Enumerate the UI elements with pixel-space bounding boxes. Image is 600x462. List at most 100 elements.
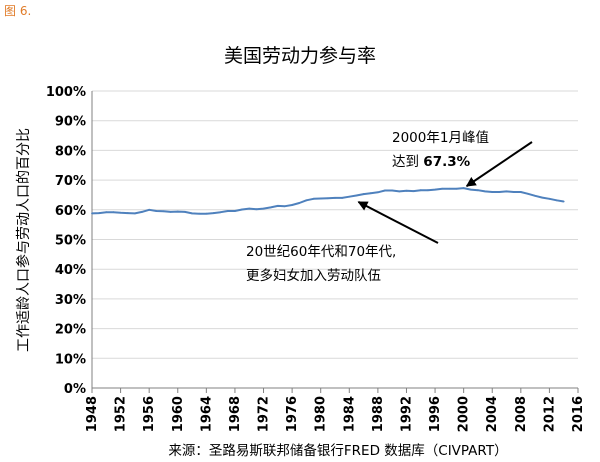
data-point [369, 192, 372, 195]
data-point [477, 189, 479, 192]
figure-label: 图 6. [4, 4, 32, 18]
annotation-peak-line1: 2000年1月峰值 [392, 130, 489, 146]
x-tick-label: 2012 [542, 396, 557, 432]
annotation-women-arrow [357, 201, 439, 244]
y-tick-label: 90% [55, 115, 86, 130]
annotation-peak-line2: 达到 67.3% [392, 154, 471, 170]
data-point [519, 191, 522, 193]
data-point [505, 190, 508, 193]
y-tick-label: 60% [55, 204, 86, 219]
y-tick-label: 50% [55, 234, 86, 249]
x-tick-label: 1980 [314, 396, 329, 432]
data-point [512, 191, 515, 193]
data-point [212, 212, 215, 214]
data-point [298, 202, 301, 204]
data-point [498, 191, 501, 193]
data-point [169, 210, 172, 213]
chart-title: 美国劳动力参与率 [224, 45, 376, 67]
data-point [398, 190, 401, 193]
data-point [133, 212, 136, 215]
x-tick-label: 2000 [457, 396, 472, 432]
data-point [548, 197, 551, 200]
data-point [348, 195, 351, 198]
data-point [248, 207, 251, 210]
data-point [126, 212, 129, 214]
y-tick-label: 100% [46, 85, 86, 100]
data-point [534, 194, 537, 197]
data-point [276, 205, 279, 207]
y-tick-label: 40% [55, 263, 86, 278]
data-point [119, 211, 122, 214]
annotation-peak-value: 67.3% [423, 154, 470, 170]
data-point [305, 199, 308, 202]
data-point [269, 206, 272, 209]
data-point [412, 190, 415, 192]
x-tick-label: 2004 [485, 396, 500, 432]
data-point [312, 197, 315, 200]
data-point [469, 188, 472, 191]
data-point [341, 197, 344, 199]
data-point [441, 187, 444, 190]
y-axis-label: 工作适龄人口参与劳动人口的百分比 [15, 128, 32, 352]
data-point [448, 187, 451, 190]
data-point [219, 211, 222, 214]
data-point [198, 212, 201, 215]
data-point [112, 211, 115, 214]
data-point [319, 197, 322, 200]
data-point [562, 200, 565, 203]
annotation-women-line1: 20世纪60年代和70年代, [246, 244, 396, 260]
data-point [427, 189, 429, 192]
data-point [334, 197, 336, 199]
data-point [484, 190, 486, 193]
x-tick-label: 1960 [171, 396, 186, 432]
x-tick-label: 2008 [514, 396, 529, 432]
data-point [434, 188, 436, 191]
data-point [191, 212, 193, 215]
x-tick-label: 1988 [371, 396, 386, 432]
x-tick-label: 1984 [342, 396, 357, 432]
data-point [284, 205, 286, 208]
data-point [155, 210, 158, 212]
y-tick-label: 70% [55, 174, 86, 189]
x-tick-label: 1964 [199, 396, 214, 432]
data-point [405, 189, 408, 192]
data-point [98, 212, 101, 214]
x-tick-label: 2016 [571, 396, 586, 432]
x-tick-label: 1972 [257, 396, 272, 432]
y-tick-label: 80% [55, 144, 86, 159]
x-tick-label: 1976 [285, 396, 300, 432]
data-point [491, 191, 494, 193]
data-point [384, 189, 386, 192]
data-point [355, 194, 358, 197]
data-point [362, 193, 365, 195]
data-point [226, 210, 229, 212]
data-point [241, 208, 243, 211]
data-point [326, 197, 329, 200]
data-point [234, 210, 236, 212]
y-tick-label: 10% [55, 352, 86, 367]
data-point [162, 210, 165, 213]
data-point [527, 192, 529, 195]
data-point [555, 199, 558, 202]
data-point [205, 212, 208, 215]
annotation-women-line2: 更多妇女加入劳动队伍 [246, 267, 381, 284]
data-point [262, 207, 265, 210]
data-point [419, 189, 422, 192]
data-point [255, 208, 258, 211]
data-point [541, 196, 544, 199]
data-point [184, 210, 186, 213]
x-tick-label: 1956 [142, 396, 157, 432]
data-point [176, 210, 179, 213]
source-note: 来源：圣路易斯联邦储备银行FRED 数据库（CIVPART） [168, 442, 507, 459]
data-point [141, 210, 143, 213]
data-point [291, 204, 294, 206]
data-point [376, 191, 379, 194]
x-tick-label: 1968 [228, 396, 243, 432]
x-tick-label: 1952 [114, 396, 129, 432]
y-tick-label: 0% [64, 382, 86, 397]
data-point [91, 212, 93, 215]
y-tick-label: 30% [55, 293, 86, 308]
data-point [148, 208, 151, 211]
data-point [462, 187, 465, 190]
